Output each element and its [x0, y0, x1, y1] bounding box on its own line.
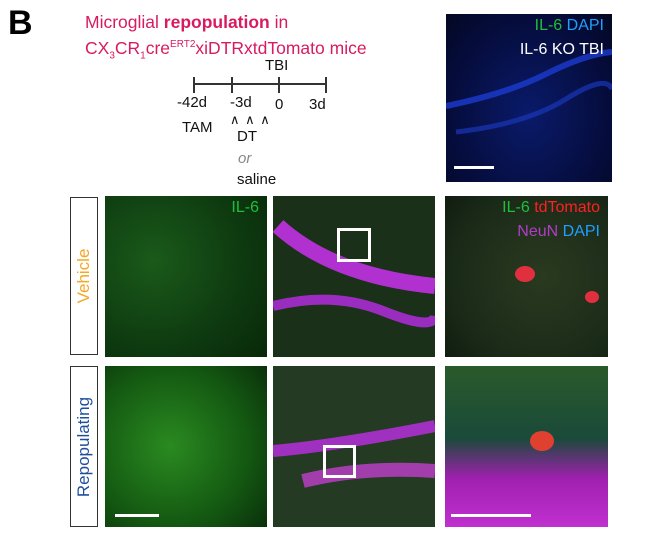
- ko-condition-label: IL-6 KO TBI: [519, 41, 604, 58]
- dapi-channel-label: DAPI: [562, 223, 600, 240]
- row-label-text: Vehicle: [74, 248, 93, 304]
- figure-title-line2: CX3CR1creERT2xiDTRxtdTomato mice: [85, 34, 367, 67]
- figure-title-line1: Microglial repopulation in: [85, 12, 288, 32]
- il6-channel-label: IL-6: [502, 199, 530, 216]
- dt-label: DT: [237, 128, 257, 145]
- title-text: in: [269, 12, 289, 32]
- title-text: CR: [114, 37, 141, 58]
- row-label-text: Repopulating: [74, 396, 93, 497]
- title-text: cre: [145, 37, 171, 58]
- neun-channel-label: NeuN: [517, 223, 559, 240]
- scale-bar: [454, 166, 494, 169]
- superscript: ERT2: [170, 39, 196, 50]
- il6-ko-tbi-image: IL-6 DAPI IL-6 KO TBI: [446, 14, 612, 182]
- tick-label: -3d: [230, 94, 252, 111]
- il6-channel-label: IL-6: [534, 17, 563, 34]
- tick-label: 3d: [309, 96, 326, 113]
- roi-box: [337, 228, 371, 262]
- row-label-vehicle: Vehicle: [70, 197, 98, 355]
- vehicle-zoom-image: IL-6 tdTomato NeuN DAPI: [445, 196, 608, 357]
- scale-bar: [451, 514, 531, 517]
- title-text: Microglial: [85, 12, 164, 32]
- dapi-channel-label: DAPI: [566, 17, 604, 34]
- repopulating-zoom-image: [445, 366, 608, 527]
- or-label: or: [238, 150, 252, 167]
- title-bold: repopulation: [163, 12, 270, 32]
- dt-arrows: ∧ ∧ ∧: [230, 112, 271, 127]
- roi-box: [323, 445, 356, 478]
- title-text: CX: [85, 37, 110, 58]
- scale-bar: [115, 514, 159, 517]
- panel-letter: B: [8, 4, 33, 42]
- subscript: 1: [140, 50, 146, 62]
- vehicle-merge-image: [273, 196, 435, 357]
- tam-label: TAM: [182, 119, 213, 136]
- row-label-repopulating: Repopulating: [70, 366, 98, 527]
- tdtomato-channel-label: tdTomato: [534, 199, 600, 216]
- il6-channel-label: IL-6: [231, 199, 259, 216]
- saline-label: saline: [237, 171, 277, 188]
- timeline-axis: [193, 77, 327, 93]
- repopulating-merge-image: [273, 366, 435, 527]
- subscript: 3: [109, 50, 115, 62]
- tick-label: 0: [275, 96, 284, 113]
- tick-label: -42d: [177, 94, 208, 111]
- title-text: xiDTRxtdTomato mice: [195, 37, 367, 58]
- vehicle-il6-image: IL-6: [105, 196, 267, 357]
- tbi-label: TBI: [265, 57, 289, 74]
- repopulating-il6-image: [105, 366, 267, 527]
